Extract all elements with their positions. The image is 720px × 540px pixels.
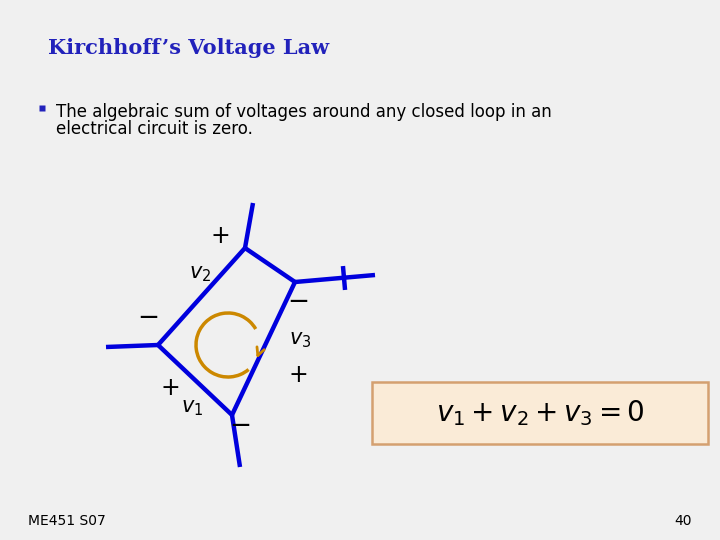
Text: $+$: $+$ [289, 363, 307, 387]
Text: $-$: $-$ [230, 411, 251, 437]
Text: Kirchhoff’s Voltage Law: Kirchhoff’s Voltage Law [48, 38, 329, 58]
Text: $-$: $-$ [138, 303, 158, 329]
Text: $-$: $-$ [287, 287, 309, 313]
Text: 40: 40 [675, 514, 692, 528]
Text: electrical circuit is zero.: electrical circuit is zero. [56, 120, 253, 138]
Text: The algebraic sum of voltages around any closed loop in an: The algebraic sum of voltages around any… [56, 103, 552, 121]
Text: $+$: $+$ [210, 224, 230, 248]
FancyBboxPatch shape [372, 382, 708, 444]
Text: $v_1$: $v_1$ [181, 398, 203, 418]
Text: $v_1 + v_2 + v_3 = 0$: $v_1 + v_2 + v_3 = 0$ [436, 398, 644, 428]
Text: $v_3$: $v_3$ [289, 330, 311, 350]
Text: $v_2$: $v_2$ [189, 264, 211, 284]
Text: ME451 S07: ME451 S07 [28, 514, 106, 528]
Text: $+$: $+$ [161, 376, 179, 400]
